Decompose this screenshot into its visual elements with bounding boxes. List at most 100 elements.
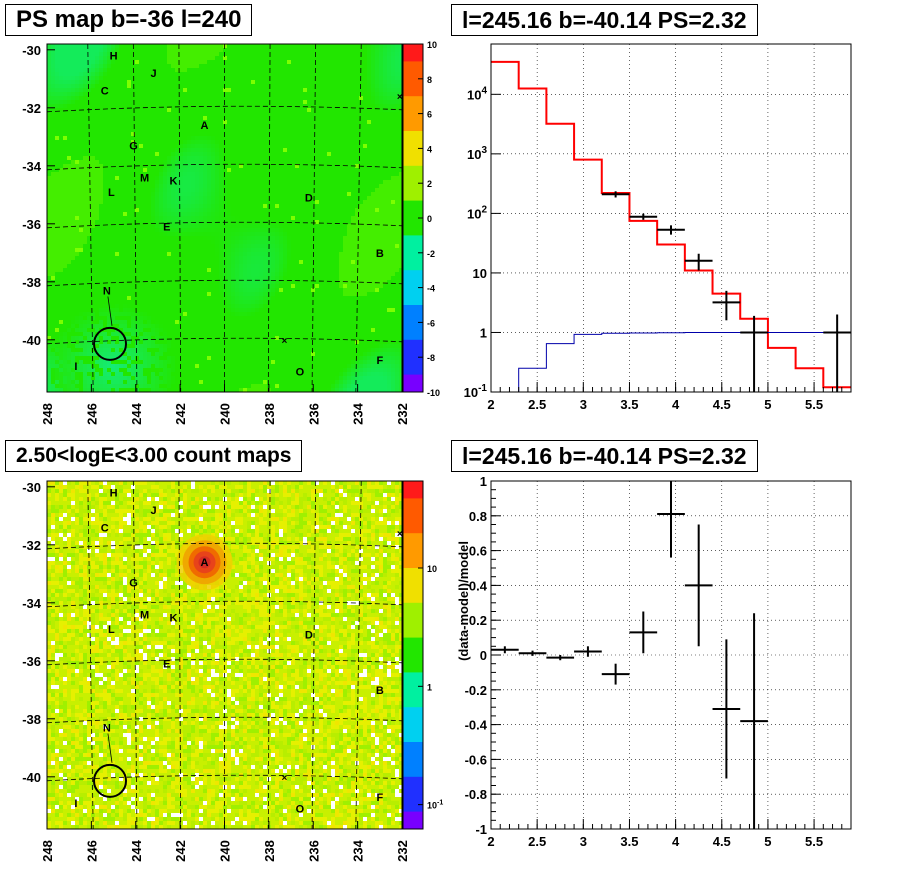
- y-tick-label: -40: [22, 333, 41, 348]
- colorbar-cell: [403, 498, 423, 508]
- source-label-F: F: [376, 792, 383, 804]
- grid-parallel: [46, 163, 403, 171]
- marker-cross: ×: [281, 773, 287, 784]
- colorbar-cell: [403, 802, 423, 813]
- y-tick-label: -0.4: [465, 718, 488, 733]
- colorbar-cell: [403, 244, 423, 254]
- count-map-panel: 248 246 244 242 240 238 236 234 232 -30 -32 -34 -36 -…: [22, 480, 443, 862]
- y-tick-label: -40: [22, 770, 41, 785]
- colorbar-cell: [403, 226, 423, 236]
- grid-meridian: [355, 480, 362, 830]
- grid-parallel: [46, 221, 403, 229]
- colorbar-cell: [403, 707, 423, 717]
- source-connector: [107, 733, 113, 763]
- colorbar-cell: [403, 357, 423, 367]
- colorbar-cell: [403, 383, 423, 393]
- colorbar-cell: [403, 515, 423, 525]
- x-tick-label: 2: [487, 834, 494, 849]
- title-ps-map: PS map b=-36 l=240: [5, 4, 253, 36]
- source-label-I: I: [74, 361, 77, 373]
- colorbar-cell: [403, 218, 423, 228]
- source-label-O: O: [296, 367, 305, 379]
- colorbar-cell: [403, 365, 423, 376]
- x-tick-label: 232: [395, 403, 410, 425]
- x-tick-label: 2: [487, 397, 494, 412]
- spectrum-panel: 2 2.5 3 3.5 4 4.5 5 5.5: [487, 43, 852, 412]
- source-label-H: H: [110, 488, 118, 500]
- x-tick-label: 4.5: [713, 397, 731, 412]
- x-tick-label: 238: [262, 840, 277, 862]
- source-label-K: K: [169, 175, 177, 187]
- source-label-O: O: [296, 804, 305, 816]
- grid-meridian: [267, 43, 271, 393]
- title-residuals: l=245.16 b=-40.14 PS=2.32: [451, 440, 758, 472]
- x-tick-label: 236: [306, 403, 321, 425]
- grid-parallel: [46, 105, 403, 113]
- hotspot-ring: [198, 556, 211, 569]
- colorbar-cell: [403, 148, 423, 158]
- colorbar-cell: [403, 524, 423, 534]
- x-tick-label: 3.5: [620, 834, 638, 849]
- colorbar-cell: [403, 620, 423, 630]
- x-tick-label: 244: [129, 402, 144, 424]
- y-tick-label: 0.6: [469, 544, 487, 559]
- source-label-C: C: [101, 85, 109, 97]
- x-tick-label: 234: [351, 839, 366, 861]
- colorbar-tick-label: 2: [427, 179, 432, 189]
- colorbar-tick-label: 1: [427, 682, 432, 692]
- x-tick-label: 242: [173, 403, 188, 425]
- y-tick-label: -38: [22, 712, 41, 727]
- x-tick-label: 234: [351, 402, 366, 424]
- source-label-H: H: [110, 51, 118, 63]
- colorbar-tick-label: 10: [427, 40, 437, 50]
- y-tick-label: -36: [22, 654, 41, 669]
- colorbar-cell: [403, 122, 423, 132]
- x-tick-label: 246: [84, 403, 99, 425]
- map-pixels: [47, 44, 403, 392]
- y-tick-label: -0.2: [465, 683, 487, 698]
- x-tick-label: 4: [672, 834, 680, 849]
- colorbar-cell: [403, 655, 423, 665]
- colorbar-cell: [403, 611, 423, 621]
- grid-meridian: [355, 43, 362, 393]
- colorbar-cell: [403, 113, 423, 123]
- x-tick-label: 3: [580, 397, 587, 412]
- colorbar-cell: [403, 235, 423, 245]
- source-label-C: C: [101, 522, 109, 534]
- y-tick-label: -32: [22, 538, 41, 553]
- x-tick-label: 5.5: [805, 834, 823, 849]
- colorbar-cell: [403, 131, 423, 141]
- y-tick-label: 10: [473, 266, 487, 281]
- colorbar-cell: [403, 481, 423, 491]
- colorbar-cell: [403, 183, 423, 193]
- plot-frame: [490, 43, 852, 393]
- y-tick-label: 0: [480, 648, 487, 663]
- colorbar-cell: [403, 541, 423, 552]
- colorbar-cell: [403, 733, 423, 743]
- source-label-I: I: [74, 798, 77, 810]
- map-grid: [46, 480, 403, 830]
- x-tick-label: 232: [395, 840, 410, 862]
- y-tick-label: -0.8: [465, 787, 487, 802]
- x-tick-label: 242: [173, 840, 188, 862]
- grid-parallel: [46, 658, 403, 666]
- title-count-map: 2.50<logE<3.00 count maps: [5, 440, 303, 472]
- colorbar-cell: [403, 270, 423, 280]
- y-tick-label: -30: [22, 43, 41, 58]
- colorbar-cell: [403, 305, 423, 315]
- colorbar-cell: [403, 348, 423, 358]
- y-tick-label: -38: [22, 275, 41, 290]
- colorbar-cell: [403, 278, 423, 289]
- colorbar-cell: [403, 209, 423, 219]
- source-label-L: L: [108, 624, 115, 636]
- colorbar-cell: [403, 689, 423, 699]
- colorbar-cell: [403, 87, 423, 97]
- grid-meridian: [311, 480, 317, 830]
- colorbar-cell: [403, 70, 423, 80]
- colorbar-cell: [403, 331, 423, 341]
- model-histogram: [491, 60, 851, 389]
- source-label-J: J: [150, 68, 156, 80]
- marker-cross: ×: [397, 529, 403, 540]
- colorbar-cell: [403, 768, 423, 778]
- source-label-J: J: [150, 505, 156, 517]
